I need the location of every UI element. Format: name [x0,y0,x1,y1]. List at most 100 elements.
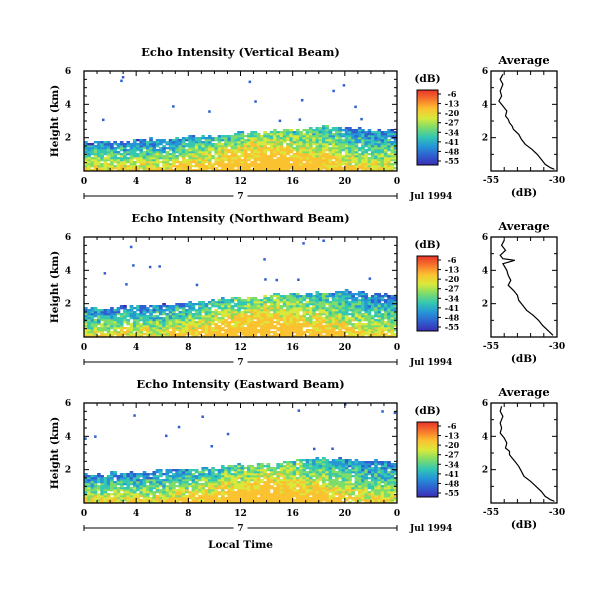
heatmap-cell [142,481,147,484]
heatmap-cell [308,311,313,314]
heatmap-cell [380,307,385,310]
heatmap-cell [276,167,281,170]
heatmap-cell [292,301,297,304]
heatmap-cell [237,155,241,158]
heatmap-cell [100,165,104,168]
heatmap-cell [132,497,137,500]
heatmap-cell [207,319,212,322]
heatmap-cell [361,327,365,330]
heatmap-cell [302,333,307,336]
heatmap-cell [145,307,150,310]
heatmap-cell [315,157,320,160]
heatmap-cell [367,133,372,136]
heatmap-cell [84,475,88,478]
heatmap-cell [377,309,382,312]
heatmap-cell [351,159,356,162]
heatmap-cell [302,315,307,318]
heatmap-cell [322,325,326,328]
heatmap-cell [387,161,391,164]
heatmap-cell [305,143,310,146]
heatmap-cell [253,499,258,502]
heatmap-cell [289,483,294,486]
heatmap-cell [181,145,186,148]
heatmap-cell [97,149,101,152]
heatmap-cell [286,465,290,468]
heatmap-cell [286,319,290,322]
heatmap-cell [332,89,335,93]
heatmap-cell [256,147,261,150]
heatmap-cell [240,481,245,484]
heatmap-cell [123,321,127,324]
heatmap-cell [123,481,127,484]
heatmap-cell [158,161,163,164]
heatmap-cell [298,118,302,121]
heatmap-cell [256,325,261,328]
heatmap-cell [312,489,316,492]
heatmap-cell [227,471,232,474]
heatmap-cell [276,157,281,160]
heatmap-cell [289,129,294,132]
heatmap-cell [331,481,336,484]
heatmap-cell [230,163,235,166]
heatmap-cell [367,149,372,152]
heatmap-cell [240,307,245,310]
heatmap-cell [269,323,274,326]
heatmap-cell [361,319,365,322]
heatmap-cell [139,141,144,144]
heatmap-cell [227,143,232,146]
heatmap-cell [387,319,391,322]
heatmap-cell [90,309,95,312]
heatmap-cell [322,311,326,314]
heatmap-cell [90,307,95,310]
heatmap-cell [253,151,258,154]
heatmap-cell [220,167,225,170]
x-tick-label: 4 [133,177,139,187]
heatmap-cell [322,137,326,140]
heatmap-cell [377,293,382,296]
heatmap-cell [119,325,124,328]
heatmap-cell [181,485,186,488]
heatmap-cell [325,149,329,152]
heatmap-cell [185,473,189,476]
heatmap-cell [181,335,186,338]
heatmap-cell [325,493,329,496]
heatmap-cell [240,477,245,480]
heatmap-cell [188,305,192,308]
heatmap-cell [181,501,186,504]
heatmap-cell [142,323,147,326]
heatmap-cell [201,501,206,504]
heatmap-cell [292,309,297,312]
heatmap-cell [240,331,245,334]
heatmap-cell [168,323,173,326]
heatmap-cell [374,145,378,148]
heatmap-cell [312,155,316,158]
heatmap-cell [230,485,235,488]
heatmap-cell [100,309,104,312]
heatmap-cell [266,499,271,502]
heatmap-cell [299,485,303,488]
heatmap-cell [204,485,209,488]
heatmap-cell [354,135,359,138]
heatmap-cell [113,161,117,164]
heatmap-cell [295,319,300,322]
heatmap-cell [328,141,333,144]
colorbar-unit: (dB) [414,239,440,251]
heatmap-cell [243,477,248,480]
heatmap-cell [136,483,140,486]
heatmap-cell [178,169,183,172]
heatmap-cell [110,483,114,486]
heatmap-cell [204,321,209,324]
heatmap-cell [100,319,104,322]
heatmap-cell [302,313,307,316]
heatmap-cell [374,165,378,168]
heatmap-cell [243,143,248,146]
heatmap-cell [198,143,202,146]
heatmap-cell [93,495,98,498]
heatmap-cell [97,141,101,144]
heatmap-cell [331,489,336,492]
heatmap-title: Echo Intensity (Vertical Beam) [141,45,340,59]
heatmap-cell [149,167,153,170]
heatmap-cell [354,307,359,310]
heatmap-cell [100,493,104,496]
heatmap-cell [335,167,339,170]
